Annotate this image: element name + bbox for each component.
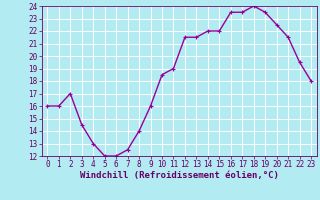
- X-axis label: Windchill (Refroidissement éolien,°C): Windchill (Refroidissement éolien,°C): [80, 171, 279, 180]
